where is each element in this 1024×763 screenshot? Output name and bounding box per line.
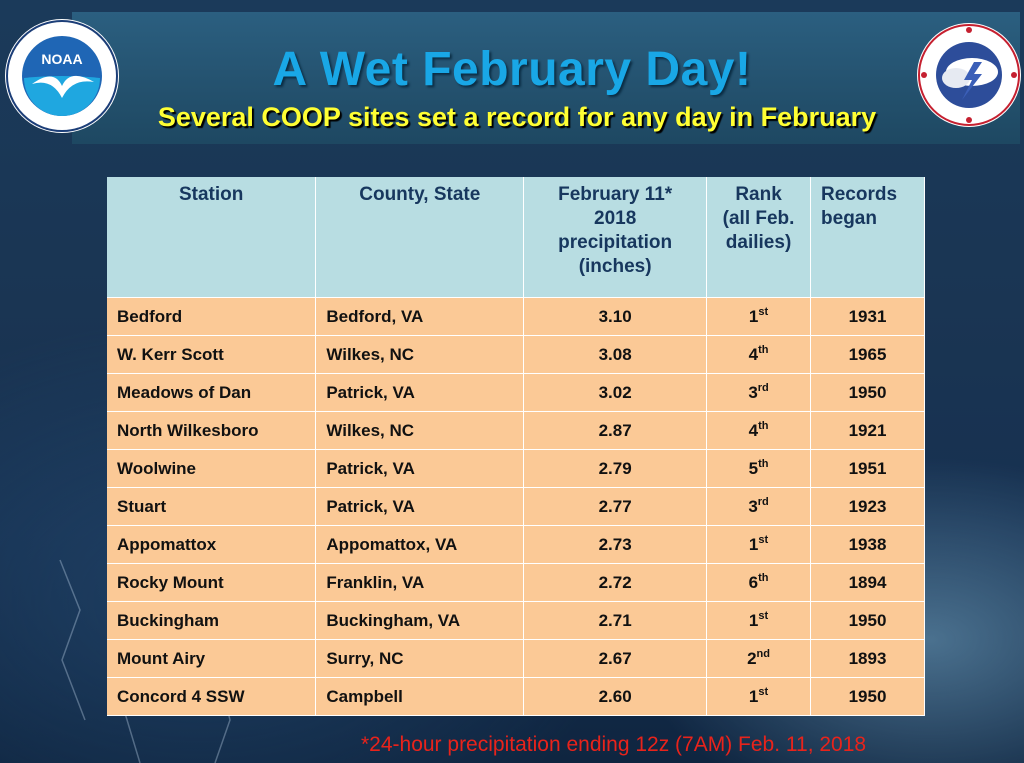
table-row: Concord 4 SSW Campbell 2.60 1st 1950 bbox=[107, 677, 925, 716]
station-cell: Meadows of Dan bbox=[107, 373, 317, 412]
table-row: W. Kerr Scott Wilkes, NC 3.08 4th 1965 bbox=[107, 335, 925, 374]
table-row: Appomattox Appomattox, VA 2.73 1st 1938 bbox=[107, 525, 925, 564]
precip-cell: 2.79 bbox=[523, 449, 708, 488]
precip-cell: 2.77 bbox=[523, 487, 708, 526]
title-banner bbox=[72, 12, 1020, 144]
station-cell: Appomattox bbox=[107, 525, 317, 564]
county-cell: Patrick, VA bbox=[315, 487, 525, 526]
precip-cell: 2.71 bbox=[523, 601, 708, 640]
header-precipitation: February 11* 2018 precipitation (inches) bbox=[523, 177, 708, 298]
precip-cell: 2.87 bbox=[523, 411, 708, 450]
precip-cell: 2.73 bbox=[523, 525, 708, 564]
rank-cell: 1st bbox=[706, 297, 812, 336]
rank-cell: 3rd bbox=[706, 373, 812, 412]
table-row: Mount Airy Surry, NC 2.67 2nd 1893 bbox=[107, 639, 925, 678]
station-cell: Bedford bbox=[107, 297, 317, 336]
precipitation-records-table: Station County, State February 11* 2018 … bbox=[107, 177, 925, 716]
table-row: Stuart Patrick, VA 2.77 3rd 1923 bbox=[107, 487, 925, 526]
year-cell: 1923 bbox=[810, 487, 925, 526]
nws-logo bbox=[917, 23, 1021, 127]
year-cell: 1894 bbox=[810, 563, 925, 602]
noaa-logo: NOAA bbox=[5, 19, 119, 133]
rank-cell: 2nd bbox=[706, 639, 812, 678]
year-cell: 1965 bbox=[810, 335, 925, 374]
station-cell: Concord 4 SSW bbox=[107, 677, 317, 716]
county-cell: Wilkes, NC bbox=[315, 411, 525, 450]
year-cell: 1921 bbox=[810, 411, 925, 450]
county-cell: Patrick, VA bbox=[315, 373, 525, 412]
page-title: A Wet February Day! bbox=[272, 43, 752, 96]
county-cell: Buckingham, VA bbox=[315, 601, 525, 640]
table-row: Rocky Mount Franklin, VA 2.72 6th 1894 bbox=[107, 563, 925, 602]
rank-cell: 6th bbox=[706, 563, 812, 602]
header-rank: Rank (all Feb. dailies) bbox=[706, 177, 812, 298]
header-records-began: Records began bbox=[810, 177, 925, 298]
header-station: Station bbox=[107, 177, 317, 298]
station-cell: North Wilkesboro bbox=[107, 411, 317, 450]
year-cell: 1950 bbox=[810, 677, 925, 716]
year-cell: 1938 bbox=[810, 525, 925, 564]
year-cell: 1893 bbox=[810, 639, 925, 678]
rank-cell: 5th bbox=[706, 449, 812, 488]
noaa-logo-text: NOAA bbox=[41, 51, 82, 67]
county-cell: Wilkes, NC bbox=[315, 335, 525, 374]
precip-cell: 3.02 bbox=[523, 373, 708, 412]
table-row: Meadows of Dan Patrick, VA 3.02 3rd 1950 bbox=[107, 373, 925, 412]
station-cell: Buckingham bbox=[107, 601, 317, 640]
table-header-row: Station County, State February 11* 2018 … bbox=[107, 177, 925, 298]
county-cell: Bedford, VA bbox=[315, 297, 525, 336]
page-subtitle: Several COOP sites set a record for any … bbox=[157, 102, 877, 132]
county-cell: Appomattox, VA bbox=[315, 525, 525, 564]
footnote: *24-hour precipitation ending 12z (7AM) … bbox=[361, 733, 867, 756]
precip-cell: 3.10 bbox=[523, 297, 708, 336]
rank-cell: 1st bbox=[706, 601, 812, 640]
table-row: Bedford Bedford, VA 3.10 1st 1931 bbox=[107, 297, 925, 336]
station-cell: W. Kerr Scott bbox=[107, 335, 317, 374]
rank-cell: 4th bbox=[706, 335, 812, 374]
precip-cell: 2.72 bbox=[523, 563, 708, 602]
precip-cell: 3.08 bbox=[523, 335, 708, 374]
county-cell: Patrick, VA bbox=[315, 449, 525, 488]
county-cell: Franklin, VA bbox=[315, 563, 525, 602]
rank-cell: 4th bbox=[706, 411, 812, 450]
county-cell: Surry, NC bbox=[315, 639, 525, 678]
year-cell: 1931 bbox=[810, 297, 925, 336]
county-cell: Campbell bbox=[315, 677, 525, 716]
precip-cell: 2.60 bbox=[523, 677, 708, 716]
station-cell: Stuart bbox=[107, 487, 317, 526]
year-cell: 1951 bbox=[810, 449, 925, 488]
station-cell: Mount Airy bbox=[107, 639, 317, 678]
rank-cell: 3rd bbox=[706, 487, 812, 526]
header-county-state: County, State bbox=[315, 177, 525, 298]
table-row: North Wilkesboro Wilkes, NC 2.87 4th 192… bbox=[107, 411, 925, 450]
year-cell: 1950 bbox=[810, 601, 925, 640]
year-cell: 1950 bbox=[810, 373, 925, 412]
station-cell: Rocky Mount bbox=[107, 563, 317, 602]
table-row: Buckingham Buckingham, VA 2.71 1st 1950 bbox=[107, 601, 925, 640]
rank-cell: 1st bbox=[706, 677, 812, 716]
station-cell: Woolwine bbox=[107, 449, 317, 488]
precip-cell: 2.67 bbox=[523, 639, 708, 678]
table-row: Woolwine Patrick, VA 2.79 5th 1951 bbox=[107, 449, 925, 488]
rank-cell: 1st bbox=[706, 525, 812, 564]
